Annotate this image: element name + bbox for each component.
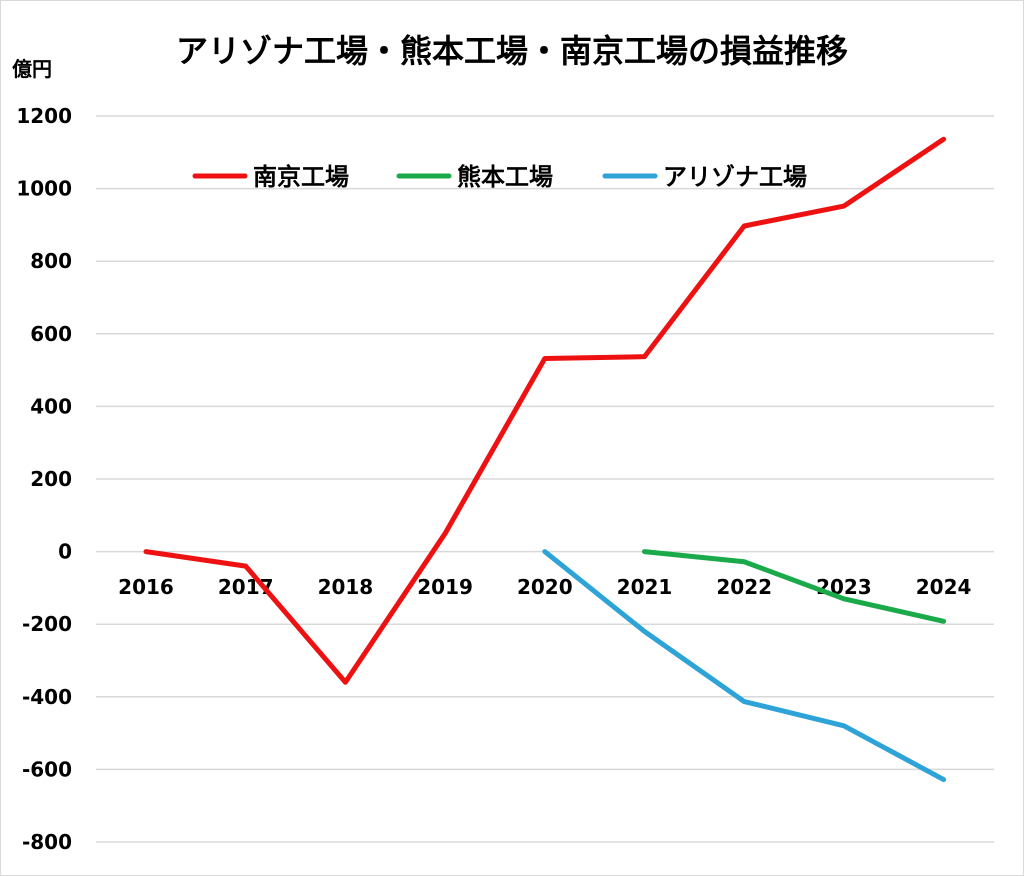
- x-tick-label: 2022: [716, 575, 772, 599]
- x-axis-ticks: 2016 2017 2018 2019 2020 2021 2022 2023 2024: [118, 575, 971, 599]
- gridlines: [96, 115, 994, 843]
- x-tick-label: 2018: [318, 575, 374, 599]
- x-tick-label: 2024: [916, 575, 972, 599]
- legend-label: 熊本工場: [457, 163, 553, 191]
- x-tick-label: 2023: [816, 575, 872, 599]
- y-tick-label: 600: [30, 322, 72, 346]
- y-tick-label: -800: [22, 830, 72, 854]
- x-tick-label: 2016: [118, 575, 174, 599]
- y-tick-label: 800: [30, 249, 72, 273]
- y-axis-unit-label: 億円: [12, 57, 52, 81]
- chart-title: アリゾナ工場・熊本工場・南京工場の損益推移: [176, 32, 848, 70]
- x-tick-label: 2019: [417, 575, 473, 599]
- y-tick-label: 400: [30, 394, 72, 418]
- y-tick-label: -600: [22, 757, 72, 781]
- legend-label: アリゾナ工場: [663, 163, 807, 191]
- x-tick-label: 2020: [517, 575, 573, 599]
- x-tick-label: 2021: [617, 575, 673, 599]
- series-lines: [143, 136, 947, 783]
- y-tick-label: 1000: [16, 177, 72, 201]
- series-line-1: [642, 549, 947, 624]
- legend: 南京工場 熊本工場 アリゾナ工場: [192, 163, 807, 191]
- y-tick-label: 200: [30, 467, 72, 491]
- series-line-2: [542, 549, 947, 783]
- y-tick-label: 1200: [16, 104, 72, 128]
- legend-label: 南京工場: [253, 163, 349, 191]
- y-tick-label: 0: [58, 540, 72, 564]
- series-line-0: [143, 136, 947, 685]
- y-tick-label: -400: [22, 685, 72, 709]
- y-tick-label: -200: [22, 612, 72, 636]
- y-axis-ticks: 1200 1000 800 600 400 200 0 -200 -400 -600 -800: [16, 104, 72, 854]
